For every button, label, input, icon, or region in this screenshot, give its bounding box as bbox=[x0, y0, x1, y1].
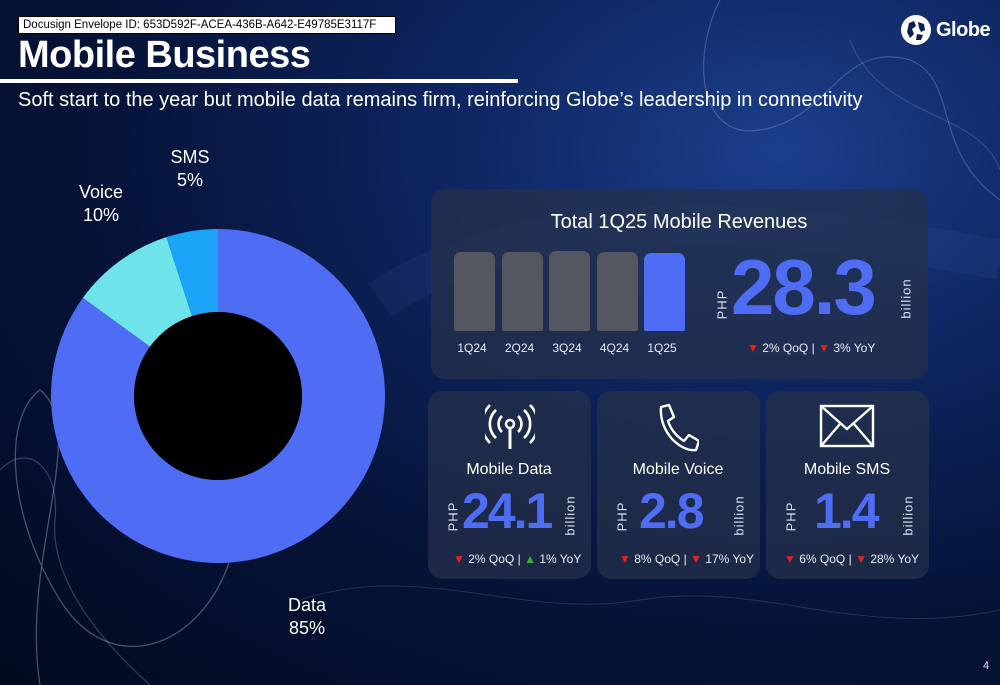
total-revenue-title: Total 1Q25 Mobile Revenues bbox=[550, 211, 808, 233]
donut-label-data: Data 85% bbox=[282, 594, 332, 640]
card-qoq: 2% QoQ bbox=[468, 552, 515, 566]
card-currency: PHP bbox=[614, 501, 630, 532]
card-currency: PHP bbox=[445, 501, 461, 532]
card-title-data: Mobile Data bbox=[466, 461, 552, 478]
envelope-icon bbox=[819, 404, 875, 448]
down-arrow-icon: ▼ bbox=[818, 341, 830, 355]
card-unit: billion bbox=[562, 495, 578, 536]
bar-2q24 bbox=[501, 251, 543, 331]
mobile-data-card: Mobile Data PHP 24.1 billion ▼ 2% QoQ | … bbox=[428, 391, 591, 579]
card-yoy: 28% YoY bbox=[870, 552, 920, 566]
card-title-sms: Mobile SMS bbox=[803, 461, 891, 478]
phone-icon bbox=[659, 403, 699, 452]
down-arrow-icon: ▼ bbox=[690, 552, 702, 566]
card-value-sms: 1.4 bbox=[814, 483, 880, 539]
separator: | bbox=[848, 552, 852, 566]
donut-hole bbox=[134, 312, 302, 480]
logo-text: Globe bbox=[936, 18, 991, 41]
card-change-sms: ▼ 6% QoQ | ▼ 28% YoY bbox=[784, 552, 919, 566]
bar-label: 1Q24 bbox=[457, 341, 487, 355]
card-qoq: 6% QoQ bbox=[799, 552, 846, 566]
down-arrow-icon: ▼ bbox=[855, 552, 867, 566]
data-pct: 85% bbox=[288, 618, 326, 638]
bar-3q24 bbox=[549, 251, 590, 331]
card-change-voice: ▼ 8% QoQ | ▼ 17% YoY bbox=[619, 552, 754, 566]
card-value-data: 24.1 bbox=[462, 483, 553, 539]
quarterly-bar-chart bbox=[454, 251, 690, 331]
card-change-data: ▼ 2% QoQ | ▲ 1% YoY bbox=[453, 552, 581, 566]
total-change: ▼ 2% QoQ | ▼ 3% YoY bbox=[747, 341, 875, 355]
separator: | bbox=[683, 552, 687, 566]
card-yoy: 17% YoY bbox=[705, 552, 755, 566]
card-unit: billion bbox=[900, 495, 916, 536]
down-arrow-icon: ▼ bbox=[619, 552, 631, 566]
revenue-mix-donut-chart bbox=[50, 229, 385, 563]
bar-label: 2Q24 bbox=[504, 341, 535, 355]
bar-label: 4Q24 bbox=[599, 341, 630, 355]
data-label: Data bbox=[287, 595, 327, 615]
total-unit: billion bbox=[898, 278, 914, 319]
bar-label: 1Q25 bbox=[647, 341, 677, 355]
down-arrow-icon: ▼ bbox=[747, 341, 759, 355]
page-number: 4 bbox=[983, 660, 990, 672]
total-qoq: 2% QoQ bbox=[762, 341, 809, 355]
up-arrow-icon: ▲ bbox=[524, 552, 536, 566]
card-unit: billion bbox=[731, 495, 747, 536]
bar-label: 3Q24 bbox=[552, 341, 582, 355]
page-title: Mobile Business bbox=[18, 34, 311, 76]
bar-1q25 bbox=[644, 253, 685, 331]
bar-1q24 bbox=[454, 251, 495, 331]
title-divider bbox=[0, 79, 518, 83]
sms-label: SMS bbox=[170, 147, 210, 167]
total-yoy: 3% YoY bbox=[833, 341, 876, 355]
donut-slice-sms bbox=[166, 229, 218, 317]
down-arrow-icon: ▼ bbox=[453, 552, 465, 566]
voice-pct: 10% bbox=[82, 205, 120, 225]
quarterly-bar-labels: 1Q24 2Q24 3Q24 4Q24 1Q25 bbox=[447, 341, 697, 357]
separator: | bbox=[811, 341, 815, 355]
bar-4q24 bbox=[596, 251, 638, 331]
docusign-envelope-id: Docusign Envelope ID: 653D592F-ACEA-436B… bbox=[18, 16, 396, 34]
total-currency: PHP bbox=[714, 289, 730, 320]
card-title-voice: Mobile Voice bbox=[632, 461, 724, 478]
signal-tower-icon bbox=[485, 404, 535, 449]
card-currency: PHP bbox=[783, 501, 799, 532]
globe-logo-icon bbox=[901, 15, 931, 45]
card-value-voice: 2.8 bbox=[639, 483, 705, 539]
sms-pct: 5% bbox=[176, 170, 203, 190]
voice-label: Voice bbox=[78, 182, 124, 202]
globe-logo: Globe bbox=[900, 14, 991, 46]
separator: | bbox=[517, 552, 521, 566]
down-arrow-icon: ▼ bbox=[784, 552, 796, 566]
total-revenue-value: 28.3 bbox=[731, 243, 877, 331]
donut-slice-voice bbox=[82, 237, 193, 347]
total-revenue-panel: Total 1Q25 Mobile Revenues 1Q24 2Q24 3Q24 4… bbox=[431, 189, 928, 379]
card-qoq: 8% QoQ bbox=[634, 552, 681, 566]
donut-slice-data bbox=[50, 229, 385, 563]
mobile-sms-card: Mobile SMS PHP 1.4 billion ▼ 6% QoQ | ▼ … bbox=[766, 391, 929, 579]
mobile-voice-card: Mobile Voice PHP 2.8 billion ▼ 8% QoQ | … bbox=[597, 391, 760, 579]
page-subtitle: Soft start to the year but mobile data r… bbox=[18, 89, 863, 111]
card-yoy: 1% YoY bbox=[539, 552, 582, 566]
donut-label-sms: SMS 5% bbox=[170, 146, 210, 192]
donut-label-voice: Voice 10% bbox=[73, 181, 129, 227]
